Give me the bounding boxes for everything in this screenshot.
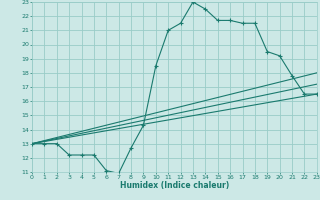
X-axis label: Humidex (Indice chaleur): Humidex (Indice chaleur) xyxy=(120,181,229,190)
